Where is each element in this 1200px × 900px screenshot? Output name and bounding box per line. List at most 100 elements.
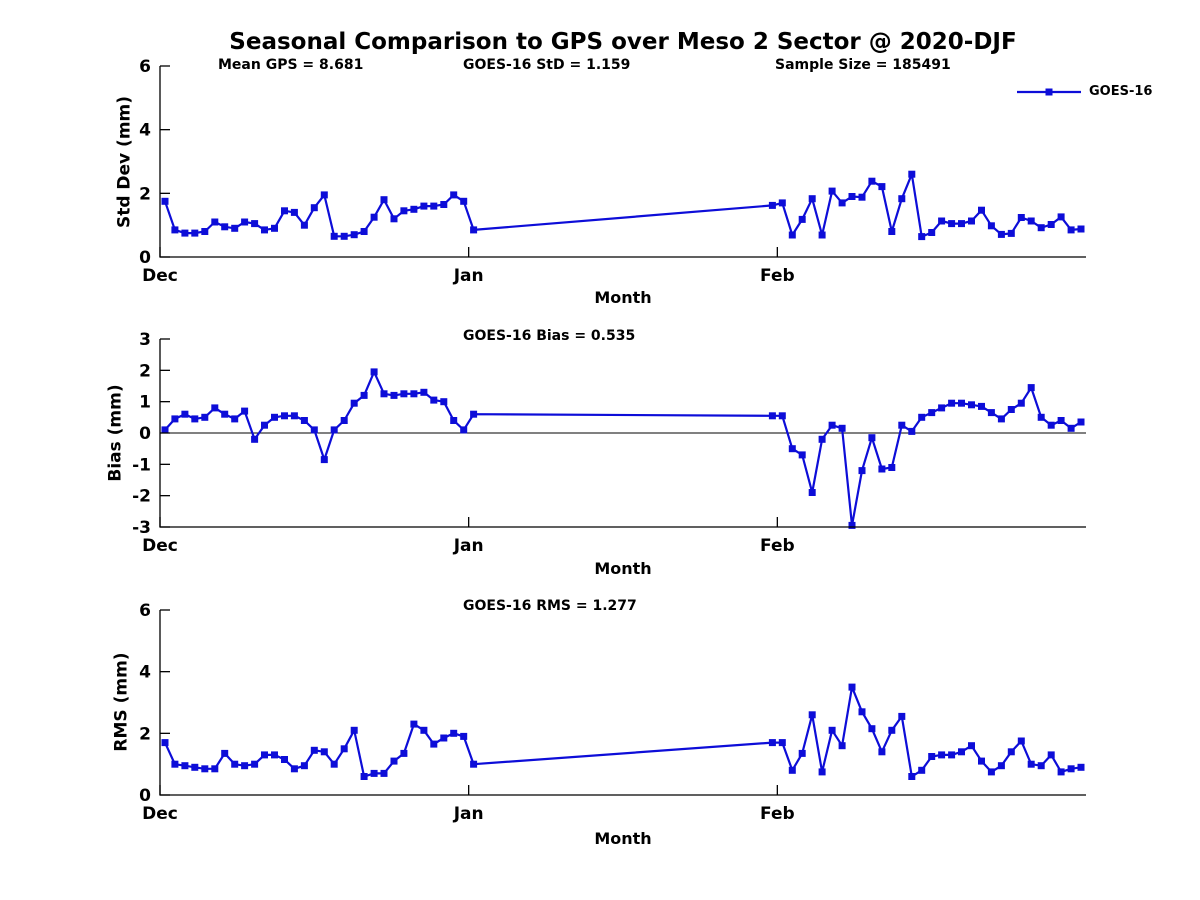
data-point-marker — [978, 206, 985, 214]
data-point-marker — [858, 467, 866, 475]
subplot-rms-title: GOES-16 RMS = 1.277 — [463, 598, 637, 614]
data-point-marker — [788, 766, 796, 774]
data-point-marker — [987, 409, 995, 417]
ylabel-bias: Bias (mm) — [105, 384, 126, 482]
data-point-marker — [310, 426, 318, 434]
data-point-marker — [290, 765, 298, 773]
data-point-marker — [878, 748, 886, 756]
data-point-marker — [828, 726, 836, 734]
data-point-marker — [828, 421, 836, 429]
data-point-marker — [1077, 763, 1085, 771]
data-point-marker — [1027, 760, 1035, 768]
data-point-marker — [948, 220, 956, 228]
data-point-marker — [310, 204, 318, 212]
data-point-marker — [380, 196, 388, 204]
data-point-marker — [788, 445, 796, 453]
data-point-marker — [261, 421, 268, 429]
data-point-marker — [1077, 225, 1085, 233]
xlabel-month-1: Month — [594, 288, 652, 307]
annotation-goes16-std: GOES-16 StD = 1.159 — [463, 57, 631, 73]
data-point-marker — [948, 751, 956, 759]
data-point-marker — [281, 412, 288, 420]
data-point-marker — [251, 220, 259, 228]
x-tick-label: Dec — [142, 266, 178, 286]
data-point-marker — [370, 769, 378, 777]
data-point-marker — [380, 769, 388, 777]
data-point-marker — [400, 749, 408, 757]
data-point-marker — [181, 410, 189, 418]
data-point-marker — [798, 451, 806, 459]
data-point-marker — [1007, 406, 1015, 413]
y-tick-label: 0 — [139, 424, 151, 444]
y-tick-label: 2 — [139, 361, 151, 381]
legend-line-marker-icon — [1017, 88, 1081, 95]
data-point-marker — [898, 712, 906, 720]
data-point-marker — [320, 456, 328, 464]
x-tick-label: Feb — [760, 804, 795, 824]
data-point-marker — [997, 415, 1005, 423]
x-tick-label: Jan — [453, 536, 484, 556]
data-point-marker — [350, 726, 358, 734]
data-point-marker — [310, 746, 318, 754]
data-point-marker — [778, 199, 786, 207]
data-point-marker — [430, 396, 438, 404]
data-point-marker — [211, 218, 219, 226]
data-point-marker — [271, 751, 278, 759]
data-point-marker — [798, 749, 806, 757]
data-point-marker — [181, 229, 189, 237]
data-point-marker — [997, 762, 1005, 770]
data-point-marker — [340, 745, 348, 753]
data-point-marker — [948, 399, 956, 407]
data-point-marker — [768, 201, 776, 209]
data-point-marker — [400, 207, 408, 215]
x-tick-label: Jan — [453, 266, 484, 286]
data-point-marker — [440, 734, 448, 742]
data-point-marker — [430, 202, 438, 210]
data-point-marker — [1047, 221, 1055, 228]
data-point-marker — [300, 762, 308, 770]
figure-title: Seasonal Comparison to GPS over Meso 2 S… — [229, 29, 1017, 55]
data-point-marker — [1027, 384, 1035, 392]
data-point-marker — [928, 229, 936, 236]
data-point-marker — [470, 410, 478, 418]
data-point-marker — [320, 748, 328, 756]
data-point-marker — [400, 390, 408, 398]
y-tick-label: 2 — [139, 184, 151, 204]
data-point-marker — [251, 760, 259, 768]
y-tick-label: -3 — [132, 518, 151, 538]
data-point-marker — [211, 765, 219, 773]
xlabel-month-2: Month — [594, 559, 652, 578]
y-tick-label: 3 — [139, 330, 151, 350]
data-point-marker — [271, 413, 278, 421]
data-point-marker — [968, 217, 975, 225]
data-point-marker — [808, 195, 816, 203]
data-point-marker — [918, 766, 926, 774]
data-point-marker — [958, 220, 965, 228]
y-tick-label: -2 — [132, 487, 151, 507]
data-point-marker — [261, 751, 268, 759]
data-point-marker — [1047, 751, 1055, 759]
data-point-marker — [997, 230, 1005, 238]
data-point-marker — [878, 465, 886, 473]
data-point-marker — [918, 413, 926, 421]
data-point-marker — [390, 757, 398, 765]
y-tick-label: 0 — [139, 248, 151, 268]
data-point-marker — [171, 760, 179, 768]
data-point-marker — [778, 739, 786, 747]
data-point-marker — [1017, 214, 1025, 221]
series-line — [163, 685, 1083, 778]
data-point-marker — [290, 208, 298, 216]
y-tick-label: 6 — [139, 601, 151, 621]
data-point-marker — [848, 521, 856, 529]
data-point-marker — [460, 732, 468, 740]
data-point-marker — [918, 233, 926, 241]
data-point-marker — [938, 217, 946, 225]
data-point-marker — [928, 753, 936, 760]
data-point-marker — [818, 435, 826, 443]
y-tick-label: 1 — [139, 393, 151, 413]
annotation-mean-gps: Mean GPS = 8.681 — [218, 57, 364, 73]
data-point-marker — [181, 762, 189, 770]
data-point-marker — [360, 228, 368, 235]
data-point-marker — [1007, 229, 1015, 237]
